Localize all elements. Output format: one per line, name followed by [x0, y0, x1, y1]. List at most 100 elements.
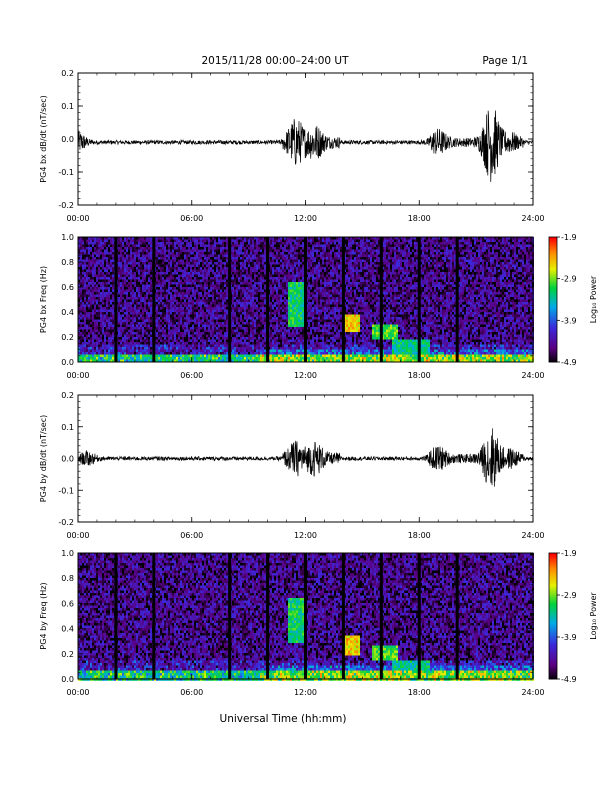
- spectrogram-cell: [164, 324, 166, 328]
- spectrogram-cell: [164, 259, 166, 263]
- spectrogram-cell: [232, 254, 234, 258]
- spectrogram-cell: [238, 274, 240, 278]
- spectrogram-cell: [198, 269, 200, 273]
- spectrogram-cell: [98, 317, 100, 320]
- spectrogram-cell: [136, 264, 138, 268]
- spectrogram-cell: [186, 357, 188, 360]
- spectrogram-cell: [190, 317, 192, 320]
- spectrogram-cell: [208, 357, 210, 360]
- spectrogram-cell: [218, 244, 220, 248]
- spectrogram-cell: [234, 314, 236, 318]
- spectrogram-cell: [240, 314, 242, 318]
- spectrogram-cell: [264, 292, 266, 295]
- spectrogram-cell: [258, 249, 260, 253]
- spectrogram-cell: [78, 257, 80, 260]
- spectrogram-cell: [258, 269, 260, 273]
- spectrogram-cell: [258, 327, 260, 330]
- spectrogram-cell: [246, 262, 248, 265]
- spectrogram-cell: [260, 277, 262, 280]
- spectrogram-cell: [166, 317, 168, 320]
- spectrogram-cell: [246, 349, 248, 353]
- spectrogram-cell: [184, 272, 186, 275]
- spectrogram-cell: [90, 249, 92, 253]
- spectrogram-cell: [162, 267, 164, 270]
- spectrogram-cell: [216, 269, 218, 273]
- spectrogram-cell: [244, 254, 246, 258]
- spectrogram-cell: [234, 264, 236, 268]
- spectrogram-cell: [250, 247, 252, 250]
- spectrogram-cell: [214, 267, 216, 270]
- spectrogram-cell: [214, 319, 216, 323]
- spectrogram-cell: [136, 247, 138, 250]
- spectrogram-cell: [184, 349, 186, 353]
- spectrogram-cell: [128, 327, 130, 330]
- spectrogram-cell: [122, 304, 124, 308]
- spectrogram-cell: [90, 247, 92, 250]
- spectrogram-cell: [204, 349, 206, 353]
- spectrogram-cell: [218, 337, 220, 340]
- spectrogram-cell: [94, 264, 96, 268]
- spectrogram-cell: [198, 332, 200, 335]
- spectrogram-cell: [204, 294, 206, 298]
- spectrogram-cell: [160, 277, 162, 280]
- spectrogram-cell: [192, 269, 194, 273]
- spectrogram-cell: [214, 327, 216, 330]
- spectrogram-cell: [202, 252, 204, 255]
- spectrogram-cell: [90, 334, 92, 338]
- spectrogram-cell: [212, 299, 214, 303]
- spectrogram-cell: [184, 279, 186, 283]
- spectrogram-cell: [194, 307, 196, 310]
- spectrogram-cell: [186, 299, 188, 303]
- spectrogram-cell: [192, 304, 194, 308]
- spectrogram-cell: [188, 252, 190, 255]
- spectrogram-cell: [112, 344, 114, 348]
- spectrogram-cell: [208, 339, 210, 343]
- spectrogram-cell: [92, 244, 94, 248]
- spectrogram-cell: [86, 344, 88, 348]
- spectrogram-cell: [178, 332, 180, 335]
- spectrogram-cell: [80, 239, 82, 243]
- spectrogram-cell: [174, 257, 176, 260]
- spectrogram-cell: [220, 357, 222, 360]
- spectrogram-cell: [106, 354, 108, 358]
- spectrogram-cell: [188, 294, 190, 298]
- spectrogram-cell: [102, 267, 104, 270]
- spectrogram-cell: [108, 329, 110, 333]
- spectrogram-cell: [160, 327, 162, 330]
- spectrogram-cell: [162, 359, 164, 363]
- spectrogram-cell: [98, 354, 100, 358]
- spectrogram-cell: [106, 334, 108, 338]
- spectrogram-cell: [132, 252, 134, 255]
- spectrogram-cell: [158, 312, 160, 315]
- spectrogram-cell: [78, 312, 80, 315]
- spectrogram-cell: [202, 282, 204, 285]
- spectrogram-cell: [106, 289, 108, 293]
- spectrogram-cell: [124, 249, 126, 253]
- spectrogram-cell: [260, 359, 262, 363]
- spectrogram-cell: [108, 324, 110, 328]
- spectrogram-cell: [96, 242, 98, 245]
- spectrogram-cell: [216, 274, 218, 278]
- spectrogram-cell: [130, 327, 132, 330]
- spectrogram-cell: [238, 327, 240, 330]
- spectrogram-cell: [80, 259, 82, 263]
- spectrogram-cell: [232, 329, 234, 333]
- spectrogram-cell: [198, 274, 200, 278]
- spectrogram-cell: [126, 309, 128, 313]
- spectrogram-cell: [218, 302, 220, 305]
- spectrogram-cell: [118, 289, 120, 293]
- spectrogram-cell: [106, 347, 108, 350]
- spectrogram-cell: [174, 359, 176, 363]
- spectrogram-cell: [92, 334, 94, 338]
- spectrogram-cell: [134, 357, 136, 360]
- spectrogram-cell: [192, 289, 194, 293]
- spectrogram-cell: [236, 327, 238, 330]
- spectrogram-cell: [248, 317, 250, 320]
- spectrogram-cell: [250, 262, 252, 265]
- spectrogram-cell: [270, 319, 272, 323]
- spectrogram-cell: [178, 267, 180, 270]
- spectrogram-cell: [122, 282, 124, 285]
- spectrogram-cell: [194, 262, 196, 265]
- spectrogram-cell: [128, 352, 130, 355]
- spectrogram-cell: [120, 324, 122, 328]
